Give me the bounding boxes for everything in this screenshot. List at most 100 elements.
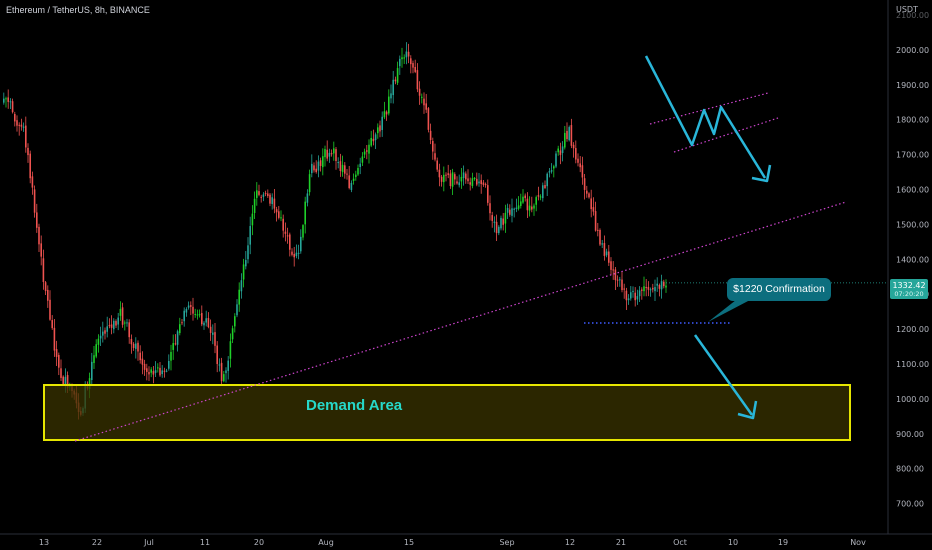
- candle-body: [113, 320, 115, 330]
- candle-body: [414, 66, 416, 72]
- candle-body: [196, 314, 199, 316]
- current-price-badge[interactable]: 1332.42 07:20:20: [890, 279, 928, 299]
- price-tick-label: 1200.00: [896, 325, 929, 334]
- candle-body: [524, 195, 526, 199]
- candle-body: [231, 328, 234, 340]
- candle-body: [383, 111, 386, 118]
- candle-body: [212, 332, 214, 335]
- time-tick-label: 22: [92, 538, 102, 547]
- candle-body: [176, 331, 179, 345]
- candle-body: [660, 281, 663, 290]
- candle-body: [51, 320, 53, 329]
- candle-body: [225, 370, 227, 374]
- price-tick-label: 800.00: [896, 465, 924, 474]
- candle-body: [526, 198, 529, 211]
- candle-body: [513, 208, 515, 210]
- candle-body: [170, 351, 172, 361]
- candle-body: [390, 93, 392, 99]
- candle-body: [38, 226, 40, 245]
- candle-body: [148, 372, 150, 375]
- candle-body: [493, 221, 496, 223]
- candle-body: [482, 182, 485, 185]
- candle-body: [159, 367, 161, 376]
- candle-body: [418, 88, 421, 96]
- candle-body: [25, 125, 27, 148]
- candle-body: [302, 225, 304, 238]
- candle-body: [249, 226, 251, 245]
- candle-body: [546, 173, 548, 187]
- candle-body: [330, 153, 333, 155]
- candle-body: [20, 124, 23, 127]
- time-tick-label: 19: [778, 538, 788, 547]
- candle-body: [627, 298, 630, 301]
- candle-body: [579, 163, 581, 168]
- candle-body: [647, 286, 650, 290]
- candle-body: [216, 345, 218, 365]
- price-axis-unit: USDT: [896, 5, 918, 14]
- candle-body: [179, 324, 181, 334]
- candle-body: [489, 203, 491, 214]
- candle-body: [88, 378, 91, 389]
- candle-body: [608, 251, 610, 263]
- confirmation-callout: $1220 Confirmation: [727, 278, 831, 301]
- candle-body: [275, 209, 278, 213]
- candle-body: [258, 191, 260, 195]
- candle-body: [328, 152, 331, 157]
- candle-body: [372, 138, 375, 142]
- rising-trendline: [74, 201, 847, 442]
- candle-body: [610, 261, 612, 270]
- time-axis-labels: 13 22 Jul 11 20 Aug 15 Sep 12 21 Oct 10 19 Nov: [39, 538, 866, 547]
- candle-body: [564, 132, 566, 148]
- candle-body: [423, 98, 425, 106]
- candle-body: [286, 235, 289, 237]
- candle-body: [625, 290, 628, 301]
- candle-body: [394, 79, 397, 82]
- candle-body: [550, 170, 553, 172]
- candle-body: [478, 181, 480, 184]
- candle-body: [7, 97, 9, 102]
- candle-body: [110, 324, 113, 328]
- candle-body: [401, 57, 403, 60]
- candle-body: [344, 165, 346, 174]
- candle-body: [220, 362, 223, 382]
- candle-body: [348, 175, 350, 189]
- candle-body: [27, 147, 29, 156]
- candle-body: [429, 130, 432, 141]
- candle-body: [190, 305, 192, 307]
- candle-body: [654, 287, 656, 292]
- candle-body: [557, 148, 559, 153]
- breakdown-arrowhead: [737, 400, 758, 420]
- candle-body: [399, 58, 401, 67]
- candle-body: [297, 252, 300, 254]
- candle-body: [319, 160, 322, 166]
- bar-countdown: 07:20:20: [894, 290, 924, 298]
- candle-body: [447, 173, 449, 175]
- candle-body: [256, 190, 258, 198]
- candle-body: [172, 343, 174, 350]
- candle-body: [93, 355, 95, 364]
- candle-body: [586, 190, 588, 194]
- candle-body: [370, 137, 372, 146]
- candle-body: [506, 207, 509, 213]
- candle-body: [623, 288, 625, 290]
- candle-body: [533, 205, 535, 209]
- price-tick-label: 900.00: [896, 430, 924, 439]
- candle-body: [62, 376, 64, 384]
- candle-body: [458, 182, 460, 186]
- candle-body: [392, 79, 394, 96]
- candle-body: [440, 176, 443, 182]
- candle-body: [339, 161, 342, 171]
- price-tick-label: 1500.00: [896, 220, 929, 229]
- candle-body: [403, 57, 405, 59]
- candle-body: [66, 375, 69, 388]
- candle-body: [108, 325, 111, 327]
- candle-body: [227, 360, 229, 371]
- time-tick-label: 10: [728, 538, 738, 547]
- candle-body: [581, 165, 584, 178]
- candle-body: [352, 178, 355, 182]
- candle-body: [473, 178, 476, 180]
- candle-body: [656, 283, 658, 286]
- candle-body: [198, 314, 201, 316]
- candle-body: [185, 309, 188, 313]
